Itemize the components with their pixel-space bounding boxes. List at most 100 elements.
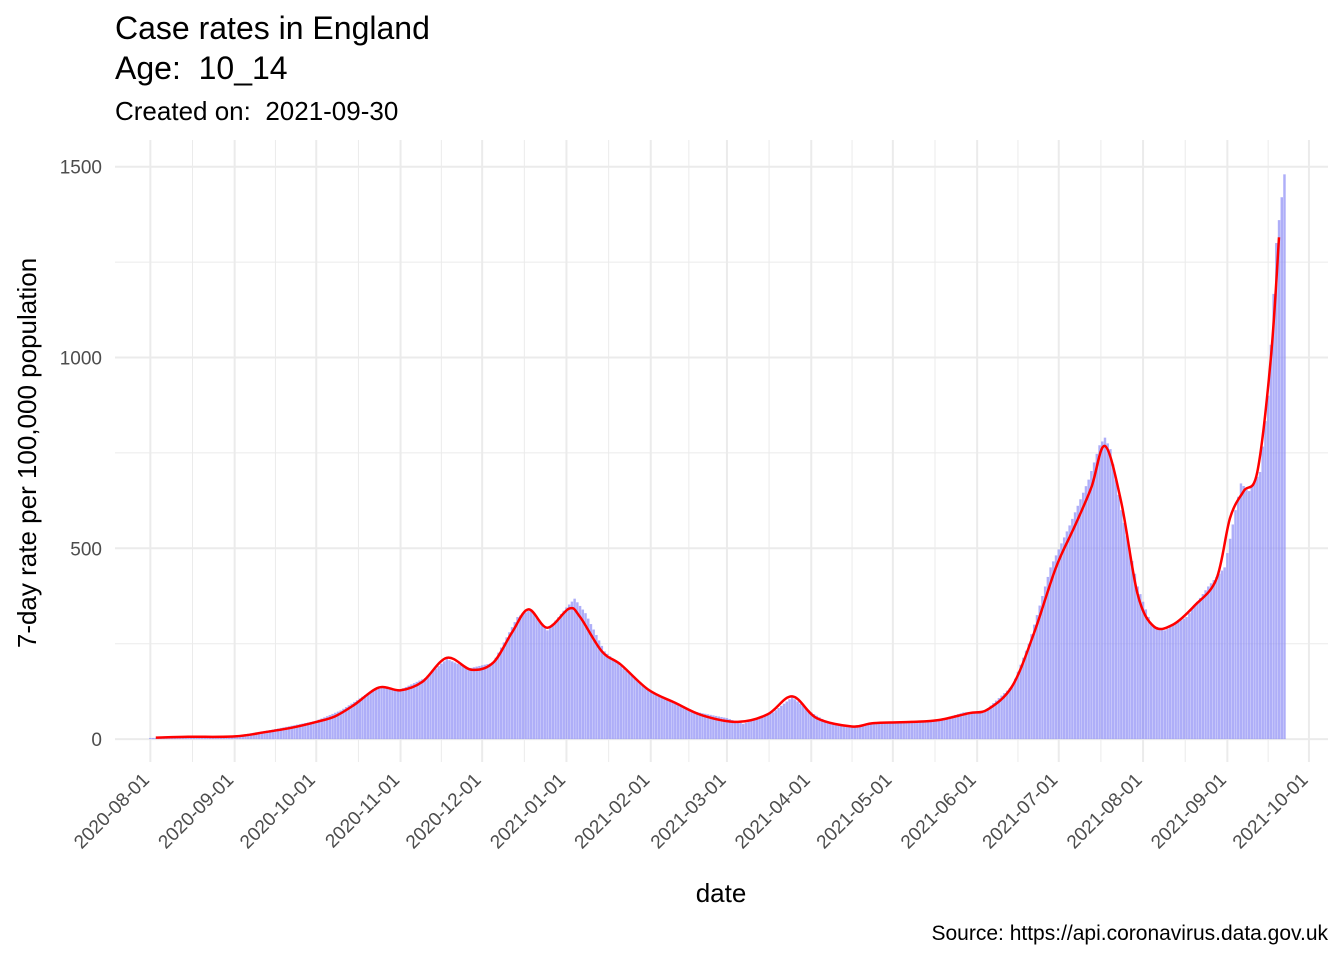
y-tick-label: 1500 — [60, 158, 102, 179]
bar — [380, 687, 383, 740]
bar — [660, 696, 663, 740]
bar — [663, 698, 666, 740]
bar — [519, 615, 522, 740]
bar — [388, 688, 391, 740]
bar — [464, 667, 468, 740]
bar — [965, 712, 968, 740]
bar — [1201, 594, 1205, 740]
bar — [554, 620, 557, 740]
x-tick-label: 2020-08-01 — [70, 770, 154, 854]
bar — [646, 689, 650, 740]
bar — [717, 716, 721, 740]
bar — [709, 714, 712, 740]
bar — [1049, 567, 1052, 740]
bar — [823, 720, 827, 740]
bar — [818, 717, 821, 740]
bar — [581, 609, 585, 740]
bar — [641, 684, 644, 740]
bar — [508, 632, 511, 740]
bar — [932, 720, 935, 740]
bar — [279, 727, 283, 740]
bar — [491, 662, 495, 740]
bar — [423, 678, 427, 740]
bar — [442, 661, 446, 740]
bar — [850, 725, 854, 740]
bar — [383, 687, 386, 740]
bar — [587, 618, 590, 740]
bar — [684, 709, 688, 740]
bar — [456, 663, 459, 740]
bar — [247, 733, 250, 740]
bar — [997, 698, 1001, 740]
bar — [189, 737, 193, 740]
bar — [1177, 622, 1180, 740]
bar — [309, 721, 313, 740]
bar — [1008, 688, 1012, 740]
bar — [426, 675, 429, 740]
bar — [1092, 462, 1096, 740]
bar — [451, 661, 454, 740]
bar — [1030, 634, 1033, 740]
bar — [981, 710, 984, 740]
bar — [431, 670, 435, 740]
bar — [255, 732, 258, 740]
bar — [1082, 492, 1085, 740]
bar — [154, 737, 158, 740]
bar — [1269, 344, 1273, 740]
bar — [1237, 496, 1240, 740]
bar — [1106, 443, 1109, 740]
bar — [1114, 479, 1118, 740]
bar — [790, 697, 794, 740]
bar — [353, 701, 356, 740]
bar — [527, 610, 530, 740]
bar — [826, 722, 829, 740]
bar — [1005, 690, 1009, 740]
bar — [853, 725, 856, 740]
bar — [1103, 437, 1107, 740]
bar — [374, 689, 378, 740]
bar — [619, 666, 623, 740]
bar — [1171, 625, 1175, 740]
bar — [994, 700, 998, 740]
bar — [978, 710, 982, 740]
bar — [1136, 586, 1139, 740]
bar — [1087, 479, 1090, 740]
bar — [761, 716, 764, 740]
bar — [1098, 445, 1101, 740]
bar — [1019, 664, 1022, 740]
bar — [595, 634, 598, 740]
bar — [355, 700, 359, 740]
bar — [1223, 567, 1226, 740]
bar — [372, 691, 375, 740]
bar — [834, 724, 837, 740]
bar — [516, 616, 519, 740]
bar — [480, 665, 484, 740]
bar — [962, 712, 965, 740]
bar — [861, 724, 865, 740]
bar — [905, 722, 908, 740]
x-tick-label: 2021-06-01 — [897, 770, 981, 854]
bar — [184, 737, 187, 740]
bar — [1215, 576, 1218, 740]
bar — [1073, 512, 1077, 740]
bar — [494, 657, 497, 740]
bar — [287, 726, 291, 740]
bar — [1000, 695, 1003, 740]
bar — [573, 598, 576, 740]
bar — [899, 722, 903, 740]
bar — [1234, 510, 1237, 740]
bar — [396, 689, 400, 740]
bar — [198, 737, 201, 740]
bar — [1133, 573, 1137, 740]
bar — [1253, 481, 1256, 740]
bar — [1052, 561, 1055, 740]
bar — [1245, 488, 1248, 740]
bar — [712, 715, 715, 740]
bar — [842, 725, 846, 740]
bar — [1163, 630, 1167, 740]
bar — [1147, 616, 1150, 740]
bar — [722, 717, 726, 740]
bar — [970, 711, 973, 740]
bar — [187, 737, 190, 740]
bar — [698, 712, 701, 740]
